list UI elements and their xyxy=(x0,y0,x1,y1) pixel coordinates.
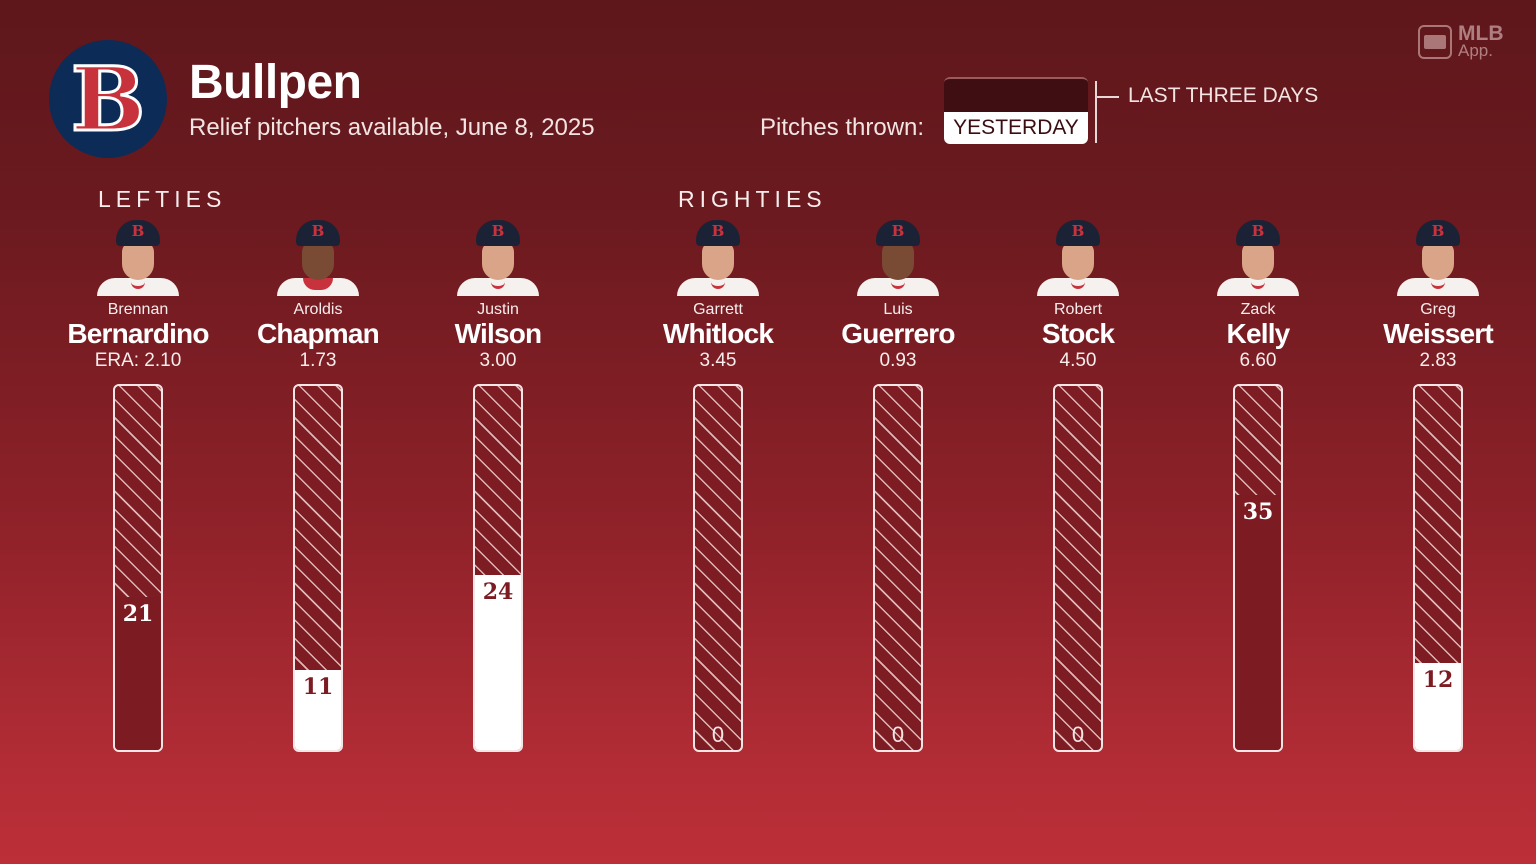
pitcher-era: ERA: 2.10 xyxy=(94,350,182,371)
pitcher-era: 3.00 xyxy=(479,350,517,371)
team-logo: B xyxy=(49,40,167,158)
svg-text:B: B xyxy=(73,56,143,142)
pitcher-era: 0.93 xyxy=(879,350,917,371)
legend-tick xyxy=(1097,96,1119,98)
group-label-righties: RIGHTIES xyxy=(678,186,827,212)
brand-line1: MLB xyxy=(1458,22,1504,45)
pitch-count-value: 21 xyxy=(122,601,154,627)
pitcher-first-name: Garrett xyxy=(693,301,743,318)
pitcher-last-name: Bernardino xyxy=(67,318,209,349)
pitcher-era: 1.73 xyxy=(299,350,337,371)
pitcher-era: 4.50 xyxy=(1059,350,1097,371)
pitcher-last-name: Chapman xyxy=(257,318,380,349)
pitcher-first-name: Aroldis xyxy=(293,301,343,318)
headshot xyxy=(277,218,359,296)
pitcher-last-name: Wilson xyxy=(454,318,543,349)
pitcher-first-name: Luis xyxy=(883,301,913,318)
legend-last-three-days-swatch xyxy=(944,77,1088,115)
page-title: Bullpen xyxy=(189,56,362,109)
pitch-count-fill: 12 xyxy=(1415,663,1461,750)
pitch-count-bar: 21 xyxy=(113,384,163,752)
pitcher-first-name: Brennan xyxy=(107,301,169,318)
pitcher-era: 3.45 xyxy=(699,350,737,371)
pitch-count-fill: 11 xyxy=(295,670,341,750)
pitch-count-value: 0 xyxy=(1071,722,1085,747)
headshot xyxy=(1397,218,1479,296)
pitch-count-value: 24 xyxy=(482,579,514,605)
pitcher-last-name: Stock xyxy=(1041,318,1115,349)
headshot xyxy=(857,218,939,296)
pitch-count-bar: 11 xyxy=(293,384,343,752)
legend-bracket xyxy=(1095,81,1097,143)
pitcher-last-name: Whitlock xyxy=(662,318,774,349)
headshot xyxy=(97,218,179,296)
pitch-count-value: 0 xyxy=(711,722,725,747)
pitcher-first-name: Zack xyxy=(1240,301,1276,318)
pitcher-first-name: Justin xyxy=(477,301,519,318)
pitch-count-bar: 24 xyxy=(473,384,523,752)
pitcher-era: 6.60 xyxy=(1239,350,1277,371)
pitch-count-bar: 12 xyxy=(1413,384,1463,752)
legend-last-three-days-label: LAST THREE DAYS xyxy=(1128,84,1319,107)
pitch-count-fill: 24 xyxy=(475,575,521,750)
page-subtitle: Relief pitchers available, June 8, 2025 xyxy=(189,114,595,141)
pitch-count-bar: 35 xyxy=(1233,384,1283,752)
mlb-icon xyxy=(1418,25,1452,59)
pitch-count-value: 12 xyxy=(1422,667,1454,693)
headshot xyxy=(677,218,759,296)
pitch-count-bar: 0 xyxy=(873,384,923,752)
headshot xyxy=(1217,218,1299,296)
pitcher-last-name: Weissert xyxy=(1383,318,1494,349)
pitcher-first-name: Greg xyxy=(1420,301,1456,318)
pitch-count-value: 0 xyxy=(891,722,905,747)
pitcher-era: 2.83 xyxy=(1419,350,1457,371)
group-label-lefties: LEFTIES xyxy=(98,186,227,212)
pitch-count-fill: 21 xyxy=(115,597,161,750)
pitcher-last-name: Guerrero xyxy=(841,318,955,349)
pitch-count-value: 35 xyxy=(1242,499,1274,525)
pitcher-first-name: Robert xyxy=(1053,301,1103,318)
headshot xyxy=(457,218,539,296)
brand-line2: App. xyxy=(1458,41,1493,60)
pitcher-last-name: Kelly xyxy=(1226,318,1291,349)
pitch-count-bar: 0 xyxy=(693,384,743,752)
pitches-thrown-label: Pitches thrown: xyxy=(760,114,925,141)
pitch-count-fill: 35 xyxy=(1235,495,1281,750)
mlb-app-logo: MLB App. xyxy=(1418,22,1504,60)
headshot xyxy=(1037,218,1119,296)
pitch-count-value: 11 xyxy=(302,674,334,700)
pitch-count-bar: 0 xyxy=(1053,384,1103,752)
red-sox-b-icon: B xyxy=(73,56,143,142)
legend-yesterday-swatch: YESTERDAY xyxy=(944,112,1088,144)
